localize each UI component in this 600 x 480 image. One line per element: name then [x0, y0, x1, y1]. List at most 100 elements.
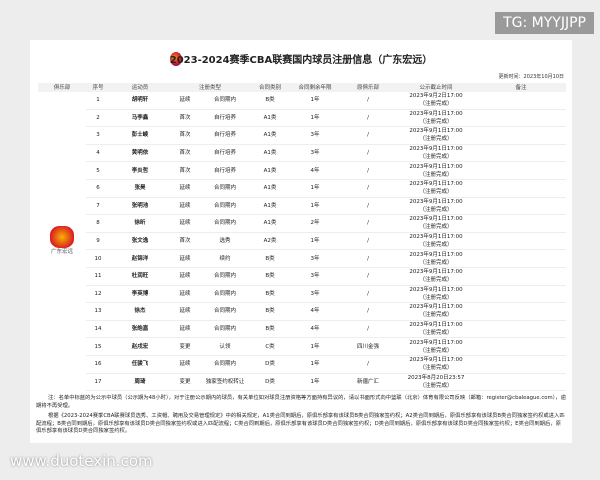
row-number: 16 — [86, 355, 110, 374]
table-row: 13 徐杰 延续 合同期内 B类 4年/2023年9月1日17:00 （注册完成） — [38, 302, 566, 321]
deadline-time: 2023年9月1日17:00 — [409, 322, 463, 329]
row-number: 17 — [86, 373, 110, 392]
original-club: / — [340, 109, 397, 128]
deadline-time: 2023年9月1日17:00 — [409, 339, 463, 346]
original-club: / — [340, 92, 397, 110]
deadline: 2023年9月1日17:00 （注册完成） — [396, 337, 477, 356]
reg-subtype: 独家签约权转让 — [200, 373, 251, 392]
row-number: 8 — [86, 214, 110, 233]
contract-class: A2类 — [250, 232, 291, 251]
years-left: 1年 — [290, 179, 341, 198]
reg-subtype: 选秀 — [200, 232, 251, 251]
years-left: 3年 — [290, 285, 341, 304]
player-name: 赵戌宏 — [110, 337, 170, 356]
contract-class: B类 — [250, 249, 291, 268]
years-left: 1年 — [290, 355, 341, 374]
remarks — [476, 197, 566, 216]
header-reg-type: 注册类型 — [170, 83, 251, 92]
contract-class: B类 — [250, 320, 291, 339]
reg-status: （注册完成） — [419, 277, 453, 284]
deadline: 2023年9月1日17:00 （注册完成） — [396, 320, 477, 339]
row-number: 1 — [86, 92, 110, 110]
deadline-time: 2023年9月2日17:00 — [409, 93, 463, 100]
years-left: 1年 — [290, 373, 341, 392]
notes: 注：名单中标蓝的为公示中球员（公示期为48小时），对于注册公示期内的球员，有关单… — [36, 395, 566, 436]
player-name: 周琦 — [110, 373, 170, 392]
years-left: 4年 — [290, 302, 341, 321]
table-row: 8 徐昕 延续 合同期内 A1类 2年/2023年9月1日17:00 （注册完成） — [38, 214, 566, 233]
row-number: 10 — [86, 249, 110, 268]
table-row: 15 赵戌宏 变更 认领 C类 1年 四川金强 2023年9月1日17:00 （注册完成） — [38, 337, 566, 356]
original-club: / — [340, 302, 397, 321]
reg-type: 延续 — [170, 214, 200, 233]
original-club: / — [340, 214, 397, 233]
player-name: 李英博 — [110, 285, 170, 304]
header-deadline: 公示截止时间 — [396, 83, 477, 92]
reg-type: 延续 — [170, 249, 200, 268]
reg-subtype: 合同期内 — [200, 285, 251, 304]
remarks — [476, 232, 566, 251]
years-left: 1年 — [290, 337, 341, 356]
contract-class: A1类 — [250, 197, 291, 216]
years-left: 1年 — [290, 92, 341, 110]
player-name: 彭士崚 — [110, 126, 170, 145]
contract-class: A1类 — [250, 214, 291, 233]
remarks — [476, 249, 566, 268]
deadline: 2023年9月1日17:00 （注册完成） — [396, 109, 477, 128]
reg-type: 首次 — [170, 161, 200, 180]
remarks — [476, 267, 566, 286]
table-row: 广东宏远 1 胡明轩 延续 合同期内 B类 1年/2023年9月2日17:00 （注册完成） — [38, 92, 566, 255]
contract-class: B类 — [250, 267, 291, 286]
reg-status: （注册完成） — [419, 365, 453, 372]
contract-class: B类 — [250, 285, 291, 304]
deadline: 2023年9月1日17:00 （注册完成） — [396, 302, 477, 321]
reg-subtype: 合同期内 — [200, 92, 251, 110]
deadline-time: 2023年9月1日17:00 — [409, 163, 463, 170]
document-header: 2023-2024赛季CBA联赛国内球员注册信息（广东宏远） 更新时间：2023… — [30, 40, 572, 83]
row-number: 3 — [86, 126, 110, 145]
reg-subtype: 自行培养 — [200, 109, 251, 128]
header-remarks: 备注 — [476, 83, 566, 92]
player-name: 张明池 — [110, 197, 170, 216]
deadline: 2023年9月1日17:00 （注册完成） — [396, 197, 477, 216]
deadline: 2023年9月2日17:00 （注册完成） — [396, 92, 477, 110]
player-name: 徐昕 — [110, 214, 170, 233]
club-cell: 广东宏远 — [38, 92, 86, 391]
remarks — [476, 109, 566, 128]
remarks — [476, 214, 566, 233]
row-number: 5 — [86, 161, 110, 180]
remarks — [476, 179, 566, 198]
cba-logo-icon — [170, 52, 182, 66]
header-orig-club: 原俱乐部 — [340, 83, 397, 92]
watermark-bottom: www.duotexin.com — [10, 452, 153, 470]
table-row: 3 彭士崚 首次 自行培养 A1类 3年/2023年9月1日17:00 （注册完成） — [38, 126, 566, 145]
table-row: 12 李英博 延续 合同期内 B类 3年/2023年9月1日17:00 （注册完成） — [38, 285, 566, 304]
reg-status: （注册完成） — [419, 312, 453, 319]
reg-status: （注册完成） — [419, 294, 453, 301]
remarks — [476, 144, 566, 163]
guangdong-logo-icon — [50, 226, 74, 249]
reg-type: 首次 — [170, 126, 200, 145]
deadline-time: 2023年9月1日17:00 — [409, 251, 463, 258]
reg-status: （注册完成） — [419, 224, 453, 231]
years-left: 3年 — [290, 267, 341, 286]
reg-type: 延续 — [170, 179, 200, 198]
table-row: 5 李炎哲 首次 自行培养 A1类 4年/2023年9月1日17:00 （注册完成） — [38, 161, 566, 180]
deadline: 2023年9月1日17:00 （注册完成） — [396, 267, 477, 286]
deadline-time: 2023年9月1日17:00 — [409, 128, 463, 135]
deadline: 2023年9月1日17:00 （注册完成） — [396, 232, 477, 251]
reg-status: （注册完成） — [419, 189, 453, 196]
contract-class: D类 — [250, 373, 291, 392]
reg-subtype: 合同期内 — [200, 320, 251, 339]
original-club: / — [340, 285, 397, 304]
deadline-time: 2023年9月1日17:00 — [409, 110, 463, 117]
reg-subtype: 续约 — [200, 249, 251, 268]
contract-class: D类 — [250, 355, 291, 374]
note-2: 根据《2023-2024赛季CBA联赛球员选秀、工资帽、聘用及交易管理规定》中的… — [36, 413, 565, 435]
reg-status: （注册完成） — [419, 242, 453, 249]
reg-status: （注册完成） — [419, 118, 453, 125]
reg-type: 延续 — [170, 267, 200, 286]
reg-type: 延续 — [170, 197, 200, 216]
reg-status: （注册完成） — [419, 154, 453, 161]
player-name: 徐杰 — [110, 302, 170, 321]
